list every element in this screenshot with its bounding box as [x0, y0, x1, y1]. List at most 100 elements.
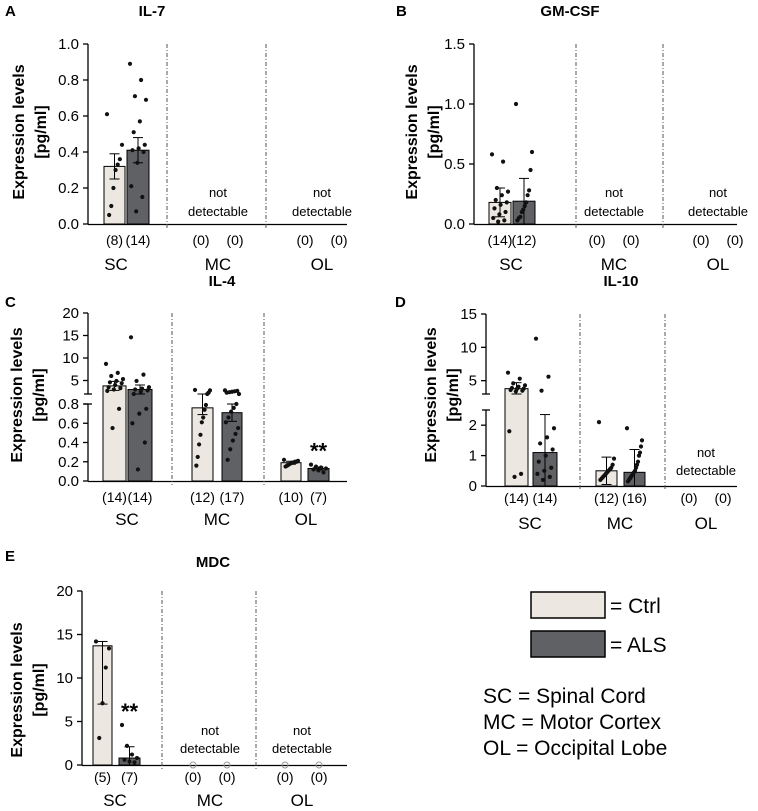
legend-swatch-als [530, 630, 606, 658]
data-point [515, 218, 520, 223]
data-point [529, 149, 535, 155]
data-point [513, 389, 518, 394]
zero-marker [189, 761, 197, 769]
y-tick-label: 0.4 [58, 144, 79, 161]
y-tick-label: 0.0 [444, 216, 465, 233]
y-tick-label: 0.5 [444, 156, 465, 173]
y-tick-label: 20 [56, 583, 73, 600]
data-point [145, 388, 150, 393]
data-point [141, 372, 146, 377]
bar-ctrl [504, 388, 529, 487]
data-point [141, 149, 146, 155]
data-point [638, 444, 644, 449]
data-point [137, 411, 142, 416]
data-point [311, 467, 316, 472]
data-point [639, 438, 645, 443]
y-tick-label: 15 [62, 328, 79, 345]
data-point [142, 142, 147, 147]
data-point [513, 101, 519, 107]
data-point [195, 454, 200, 460]
panel-e: E MDC Expression levels [pg/ml] 0 5 10 15 20 SC (5… [5, 548, 347, 810]
data-point [318, 465, 324, 470]
sample-count: (0) [692, 232, 709, 248]
y-tick-label: 5 [65, 714, 73, 731]
data-point [520, 388, 525, 393]
data-point [100, 701, 105, 706]
data-point [134, 209, 139, 214]
not-detectable-label: not detectable [676, 445, 736, 478]
data-point [140, 194, 145, 200]
y-tick-label: 10 [56, 670, 73, 687]
data-point [93, 639, 99, 644]
y-tick-label: 0.2 [58, 180, 79, 197]
y-tick-label: 0.6 [58, 415, 79, 432]
data-point [134, 755, 140, 761]
chart-title: IL-10 [603, 273, 638, 290]
data-point [542, 468, 547, 473]
data-point [103, 361, 109, 366]
data-point [525, 193, 530, 198]
data-point [547, 474, 552, 479]
legend: = Ctrl = ALS SC = Spinal Cord MC = Motor… [483, 591, 667, 760]
not-detectable-label: not detectable [188, 185, 248, 219]
data-point [508, 387, 513, 393]
panel-d: D IL-10 Expression levels [pg/ml] 0 1 2 5 10 15 SC… [395, 273, 737, 533]
data-point [504, 200, 509, 205]
data-point [500, 159, 506, 164]
not-detectable-line: detectable [272, 741, 332, 756]
chart-title: MDC [196, 554, 230, 571]
data-point [502, 218, 507, 223]
sample-count: (0) [226, 232, 243, 248]
y-tick-label: 5 [469, 373, 477, 390]
sample-count: (10) [279, 489, 304, 505]
panel-label: A [5, 3, 16, 20]
y-tick-label: 1.0 [58, 36, 79, 53]
not-detectable-line: not [201, 723, 219, 738]
data-point [138, 77, 144, 83]
data-point [119, 722, 125, 728]
not-detectable-line: detectable [292, 204, 352, 219]
data-point [142, 440, 147, 445]
data-point [106, 385, 111, 390]
y-tick-label: 1 [469, 448, 477, 465]
not-detectable-label: not detectable [292, 185, 352, 219]
data-point [192, 387, 198, 393]
y-tick-label: 15 [460, 306, 477, 323]
data-point [524, 200, 529, 205]
data-point [551, 426, 557, 431]
not-detectable-line: not [313, 185, 331, 200]
panel-b: B GM-CSF Expression levels [pg/ml] 0.0 0.5 1.0… [396, 3, 748, 274]
data-point [234, 401, 239, 407]
data-point [540, 477, 546, 483]
y-axis-label-line: Expression levels [404, 64, 421, 199]
data-point [511, 381, 516, 386]
data-point [512, 474, 517, 479]
data-point [111, 387, 116, 392]
data-point [497, 212, 502, 217]
region-label: OL [311, 255, 334, 274]
data-point [129, 184, 134, 189]
y-tick-label: 0 [469, 478, 477, 495]
data-point [624, 426, 630, 431]
sample-count: (5) [94, 769, 111, 785]
not-detectable-line: detectable [584, 204, 644, 219]
data-point [116, 406, 122, 411]
data-point [522, 383, 528, 388]
region-label: MC [197, 791, 223, 810]
data-point [505, 370, 511, 375]
data-point [283, 464, 288, 469]
y-tick-label: 1.5 [444, 36, 465, 53]
data-point [119, 142, 125, 147]
data-point [231, 405, 236, 410]
data-point [97, 735, 102, 741]
panel-a: A IL-7 Expression levels [pg/ml] 0.0 0.2 0.4 0.… [5, 3, 352, 274]
data-point [120, 377, 126, 382]
data-point [109, 203, 114, 209]
data-point [223, 420, 228, 425]
sample-count: (0) [330, 232, 347, 248]
data-point [492, 206, 497, 211]
data-point [507, 429, 512, 434]
legend-abbrev-sc: SC = Spinal Cord [483, 685, 646, 708]
y-axis-label: Expression levels [pg/ml] [9, 327, 48, 462]
